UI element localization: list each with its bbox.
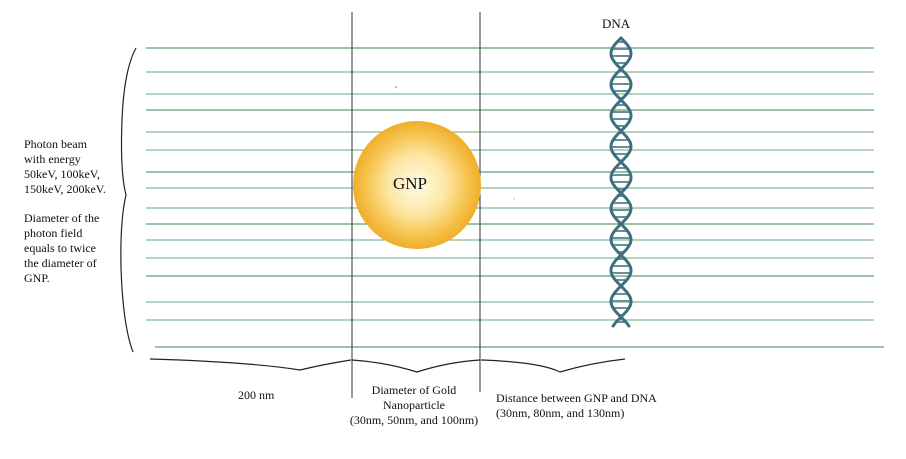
beam-line-2: with energy — [24, 152, 81, 166]
beam-line-5: Diameter of the — [24, 211, 100, 225]
photon-beam-lines — [146, 47, 884, 348]
beam-line-6: photon field — [24, 226, 83, 240]
diameter-line-1: Diameter of Gold — [371, 383, 457, 397]
dna-strand-a — [609, 36, 633, 328]
dna-strand-b — [609, 36, 633, 328]
diameter-line-2: Nanoparticle — [383, 398, 445, 412]
gnp-label: GNP — [393, 174, 428, 193]
beam-line-8: the diameter of — [24, 256, 97, 270]
gold-nanoparticle — [353, 121, 481, 249]
brace-diameter — [351, 359, 481, 373]
brace-200nm — [149, 358, 352, 371]
beam-line-4: 150keV, 200keV. — [24, 182, 106, 196]
dimension-distance: Distance between GNP and DNA (30nm, 80nm… — [496, 391, 716, 421]
beam-brace — [120, 47, 137, 353]
stray-dot — [394, 85, 398, 89]
beam-line-3: 50keV, 100keV, — [24, 167, 100, 181]
beam-line-9: GNP. — [24, 271, 50, 285]
dna-helix — [609, 36, 633, 328]
distance-line-1: Distance between GNP and DNA — [496, 391, 657, 405]
beam-line-1: Photon beam — [24, 137, 87, 151]
distance-line-2: (30nm, 80nm, and 130nm) — [496, 406, 625, 420]
dna-label: DNA — [602, 16, 631, 31]
stray-dot — [513, 198, 515, 200]
dimension-200nm: 200 nm — [238, 388, 275, 402]
beam-line-7: equals to twice — [24, 241, 96, 255]
beam-description: Photon beam with energy 50keV, 100keV, 1… — [24, 137, 124, 300]
dimension-diameter: Diameter of Gold Nanoparticle (30nm, 50n… — [339, 383, 489, 428]
brace-distance — [480, 358, 626, 373]
diameter-line-3: (30nm, 50nm, and 100nm) — [349, 413, 479, 427]
